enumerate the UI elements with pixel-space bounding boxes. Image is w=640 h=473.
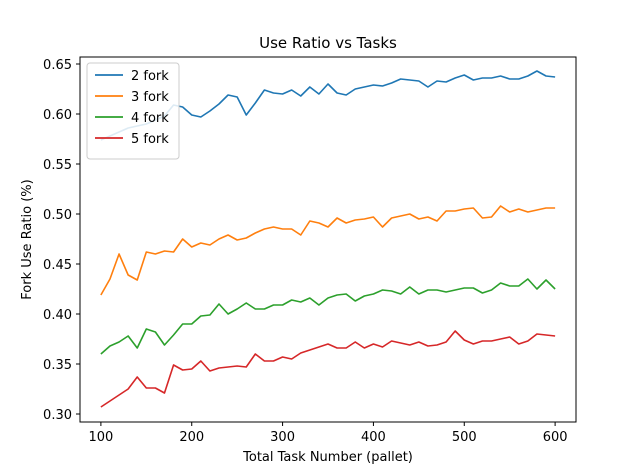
chart-title: Use Ratio vs Tasks <box>259 34 397 52</box>
series-line-4-fork <box>100 278 556 355</box>
x-tick-label: 200 <box>179 430 204 445</box>
plot-area <box>100 70 556 408</box>
y-tick-label: 0.40 <box>43 308 72 323</box>
y-tick-label: 0.45 <box>43 258 72 273</box>
series-line-3-fork <box>100 205 556 296</box>
y-tick-label: 0.30 <box>43 408 72 423</box>
y-axis-label: Fork Use Ratio (%) <box>20 179 35 299</box>
x-tick-label: 300 <box>270 430 295 445</box>
x-tick-label: 500 <box>452 430 477 445</box>
y-tick-label: 0.35 <box>43 358 72 373</box>
legend-box <box>86 62 180 160</box>
axes: 100 200 300 400 500 600 0.30 0.35 0.40 0.45 0.50 0.… <box>43 58 567 445</box>
x-tick-label: 400 <box>361 430 386 445</box>
y-tick-label: 0.60 <box>43 108 72 123</box>
legend: 2 fork 3 fork 4 fork 5 fork <box>86 62 180 160</box>
series-line-5-fork <box>100 330 556 408</box>
y-tick-label: 0.55 <box>43 158 72 173</box>
legend-label: 3 fork <box>131 90 169 105</box>
x-tick-label: 600 <box>543 430 568 445</box>
legend-label: 4 fork <box>131 111 169 126</box>
plot-frame <box>79 56 577 423</box>
legend-label: 5 fork <box>131 132 169 147</box>
x-axis-label: Total Task Number (pallet) <box>242 450 413 465</box>
legend-label: 2 fork <box>131 69 169 84</box>
y-tick-label: 0.50 <box>43 208 72 223</box>
x-tick-label: 100 <box>88 430 113 445</box>
y-tick-label: 0.65 <box>43 58 72 73</box>
